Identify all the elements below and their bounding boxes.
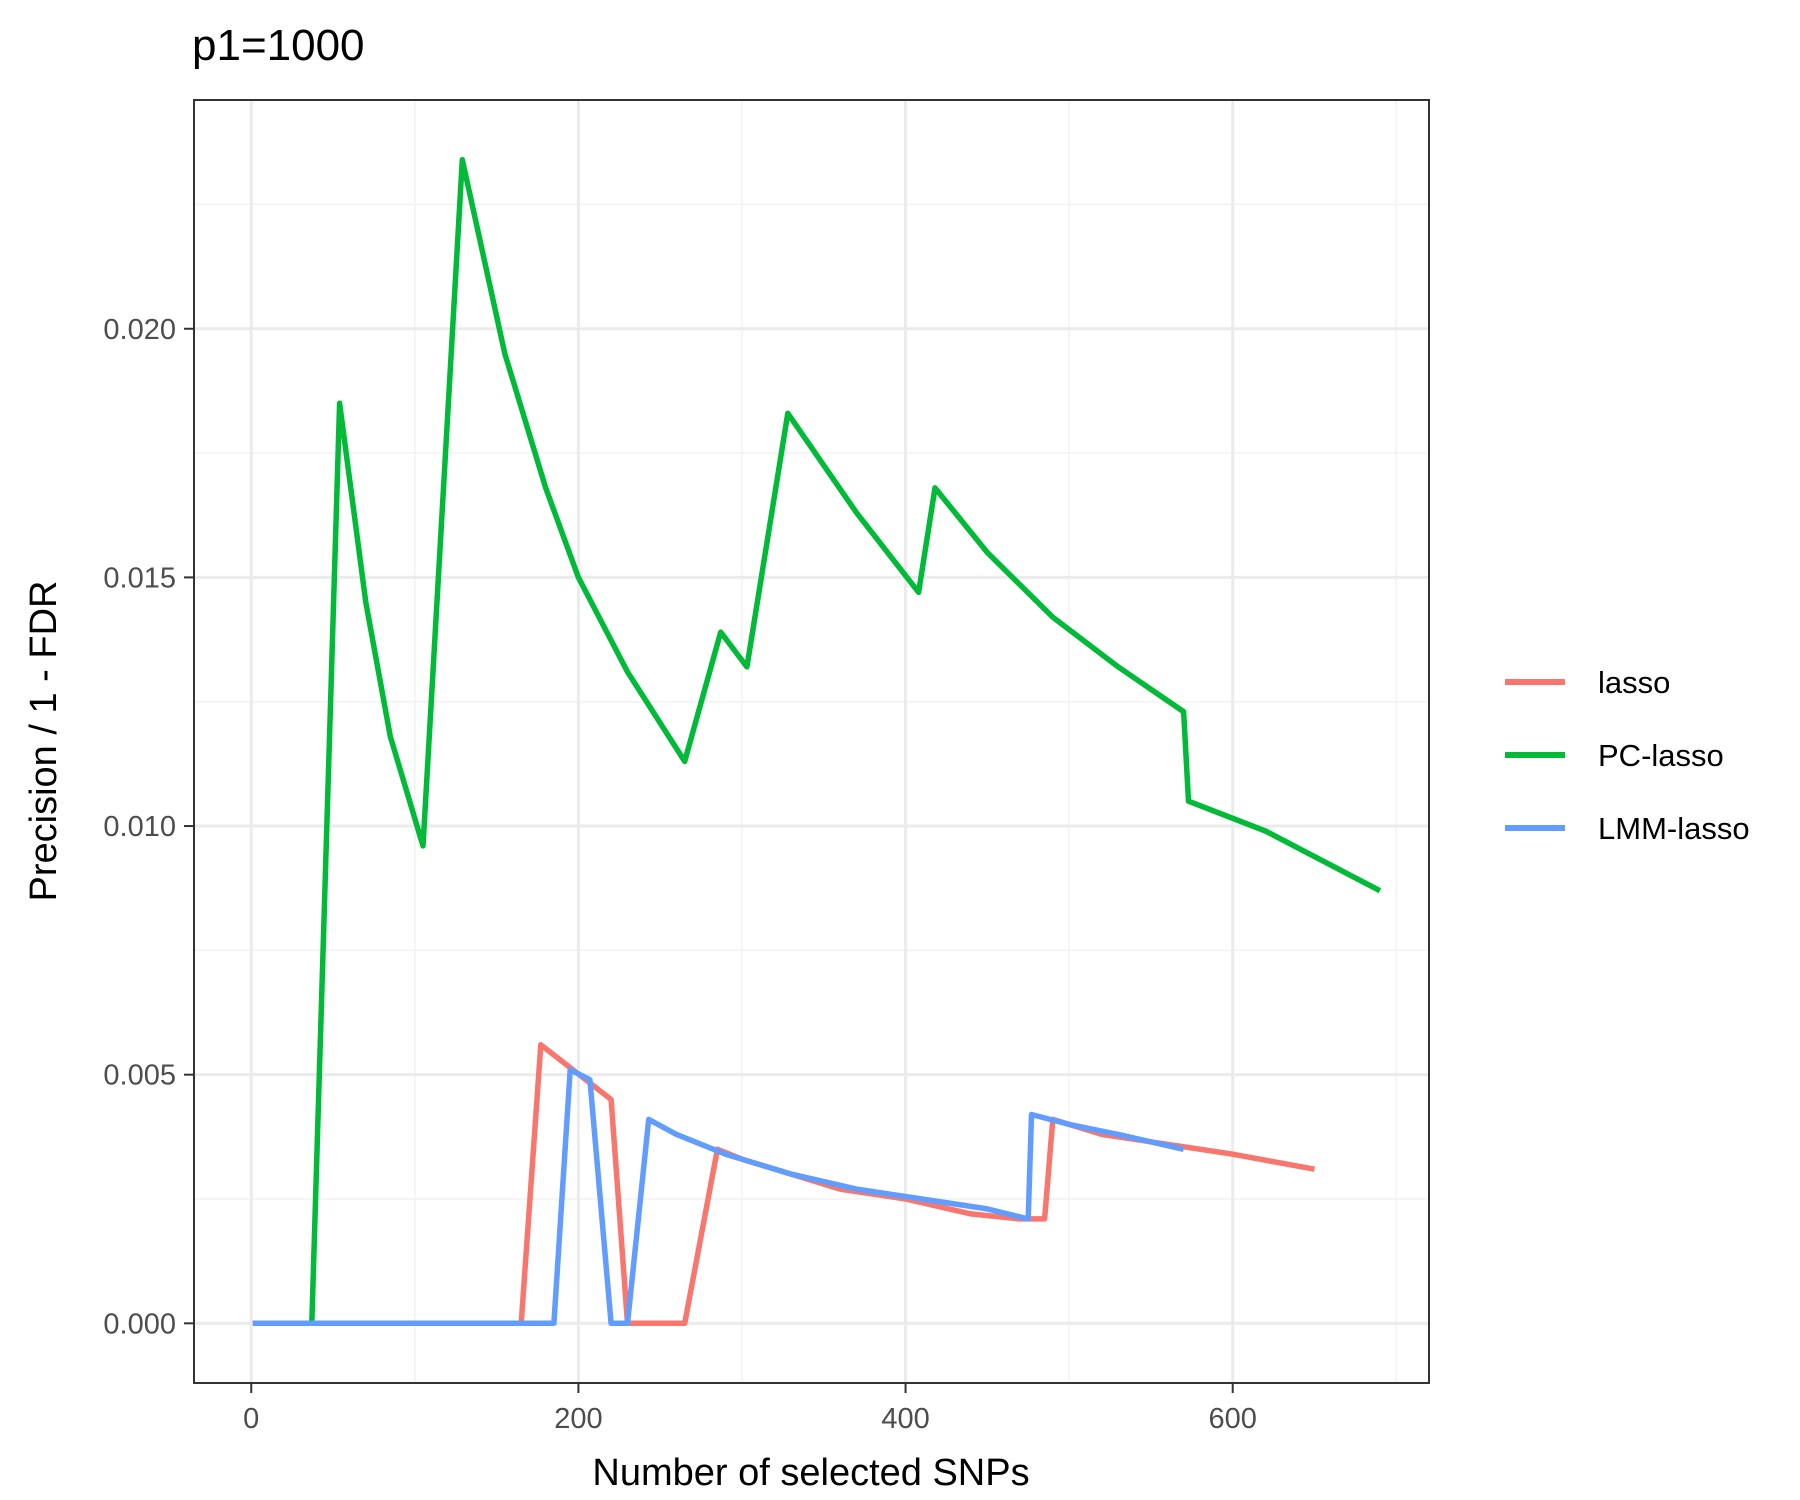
legend-label-pc-lasso: PC-lasso [1598,738,1724,773]
x-tick-label: 0 [243,1403,259,1435]
y-axis: 0.000 0.005 0.010 0.015 0.020 [103,314,194,1340]
y-tick-label: 0.005 [103,1060,176,1092]
minor-gridlines [194,100,1429,1383]
y-tick-label: 0.000 [103,1308,176,1340]
panel-border [193,99,1430,1384]
plot-panel [193,99,1430,1384]
series-line-pc-lasso [252,156,1382,1327]
chart-title: p1=1000 [192,21,365,70]
x-tick-label: 400 [881,1403,929,1435]
y-tick-label: 0.015 [103,562,176,594]
panel-background [194,100,1429,1383]
series-lines [252,156,1382,1327]
legend-label-lasso: lasso [1598,665,1670,700]
legend: lasso PC-lasso LMM-lasso [1505,665,1750,846]
series-line-lasso [252,1042,1315,1327]
y-tick-label: 0.010 [103,811,176,843]
series-line-lmm-lasso [252,1066,1185,1327]
y-axis-title: Precision / 1 - FDR [23,581,65,902]
x-axis: 0 200 400 600 [243,1383,1257,1435]
x-tick-label: 600 [1209,1403,1257,1435]
major-gridlines [194,100,1429,1383]
y-tick-label: 0.020 [103,314,176,346]
legend-label-lmm-lasso: LMM-lasso [1598,811,1750,846]
x-tick-label: 200 [554,1403,602,1435]
x-axis-title: Number of selected SNPs [592,1452,1029,1494]
